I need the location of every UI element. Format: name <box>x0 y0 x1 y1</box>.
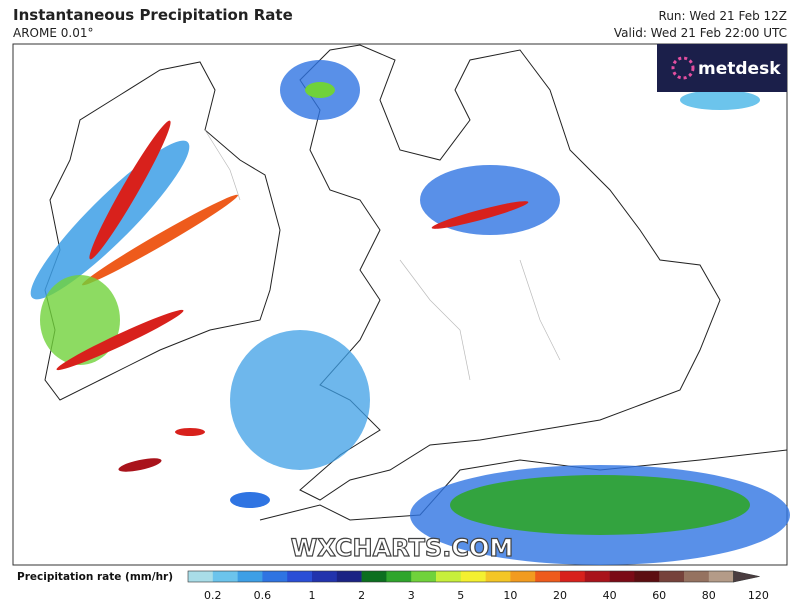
colorbar-segment <box>287 571 313 582</box>
colorbar-segment <box>609 571 635 582</box>
colorbar-tick-label: 10 <box>503 589 517 602</box>
colorbar-segment <box>708 571 734 582</box>
valid-time: Valid: Wed 21 Feb 22:00 UTC <box>613 26 787 40</box>
precipitation <box>30 60 790 565</box>
colorbar-tick-label: 80 <box>702 589 716 602</box>
colorbar-tick-label: 5 <box>457 589 464 602</box>
colorbar-segment <box>584 571 610 582</box>
colorbar-outline <box>187 570 734 583</box>
logo-icon <box>671 56 695 80</box>
colorbar-tick-label: 20 <box>553 589 567 602</box>
colorbar-segment <box>411 571 437 582</box>
colorbar-tick-label: 3 <box>408 589 415 602</box>
colorbar-segment <box>659 571 685 582</box>
colorbar-segment <box>460 571 486 582</box>
colorbar-segment <box>336 571 362 582</box>
run-time: Run: Wed 21 Feb 12Z <box>658 9 787 23</box>
colorbar-segment <box>237 571 263 582</box>
colorbar-segment <box>386 571 412 582</box>
colorbar-segment <box>535 571 561 582</box>
colorbar: 0.2 0.6 1 2 3 5 10 20 40 60 80 120 <box>187 570 769 602</box>
colorbar-tick-label: 0.6 <box>254 589 272 602</box>
colorbar-segment <box>510 571 536 582</box>
colorbar-segment <box>485 571 511 582</box>
colorbar-segment <box>436 571 462 582</box>
colorbar-segment <box>188 571 214 582</box>
colorbar-segment <box>361 571 387 582</box>
colorbar-tick-label: 60 <box>652 589 666 602</box>
coastlines <box>44 44 788 521</box>
logo-text: metdesk <box>698 59 781 79</box>
colorbar-segment <box>212 571 238 582</box>
watermark: WXCHARTS.COM <box>291 534 513 562</box>
colorbar-segment <box>634 571 660 582</box>
colorbar-tick-label: 120 <box>748 589 769 602</box>
colorbar-arrow <box>733 570 760 583</box>
colorbar-tick-label: 0.2 <box>204 589 222 602</box>
colorbar-segment <box>312 571 338 582</box>
model-name: AROME 0.01° <box>13 26 94 40</box>
colorbar-segment <box>262 571 288 582</box>
colorbar-tick-label: 1 <box>309 589 316 602</box>
colorbar-tick-label: 2 <box>358 589 365 602</box>
colorbar-segment <box>560 571 586 582</box>
map-title: Instantaneous Precipitation Rate <box>13 6 293 24</box>
logo-box <box>657 44 787 92</box>
colorbar-tick-label: 40 <box>603 589 617 602</box>
borders <box>204 129 561 381</box>
colorbar-segment <box>684 571 710 582</box>
colorbar-label: Precipitation rate (mm/hr) <box>17 571 173 583</box>
